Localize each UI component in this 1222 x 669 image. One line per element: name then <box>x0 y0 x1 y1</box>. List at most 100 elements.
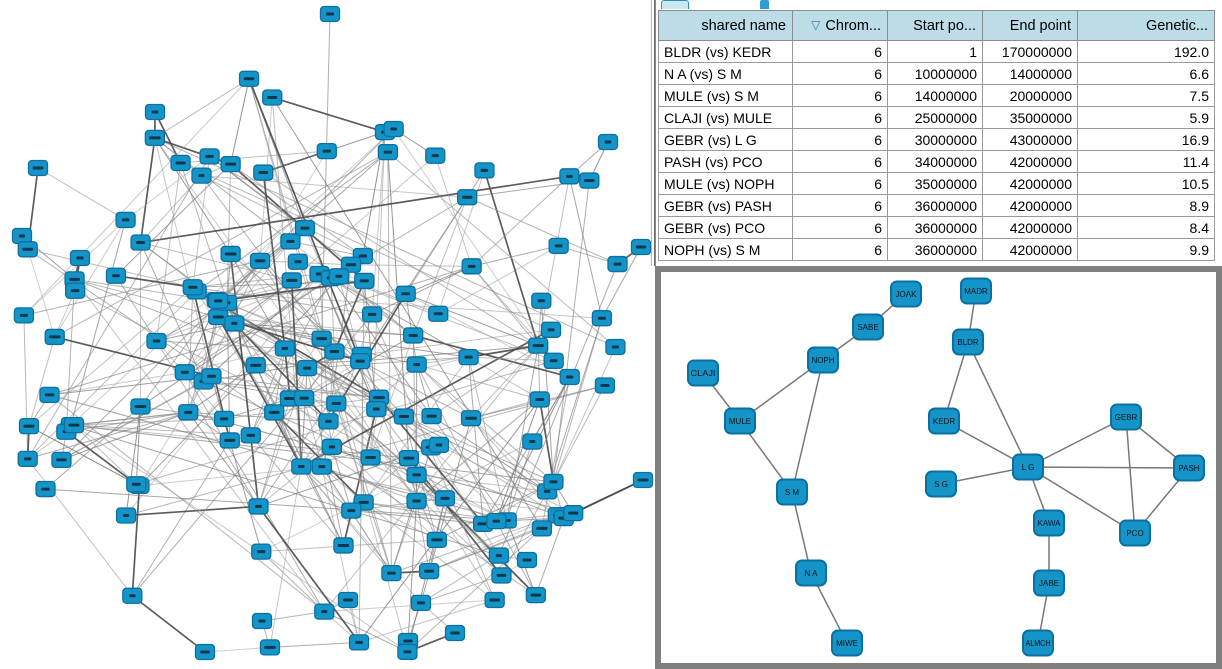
network-node[interactable] <box>274 340 296 357</box>
network-node[interactable] <box>69 249 91 267</box>
network-node[interactable] <box>220 245 241 263</box>
network-edge[interactable] <box>131 595 206 653</box>
network-edge[interactable] <box>471 175 570 267</box>
network-node[interactable] <box>259 639 281 656</box>
network-node[interactable] <box>406 466 427 484</box>
network-edge[interactable] <box>65 279 76 432</box>
network-node[interactable] <box>548 237 569 255</box>
subnetwork-node-sabe[interactable]: SABE <box>852 313 884 341</box>
network-node[interactable] <box>324 343 345 360</box>
network-node[interactable] <box>220 155 241 173</box>
network-edge[interactable] <box>192 286 373 315</box>
subnetwork-node-l-g[interactable]: L G <box>1012 453 1044 481</box>
network-node[interactable] <box>238 70 260 87</box>
network-node[interactable] <box>291 458 312 475</box>
network-edge[interactable] <box>66 411 189 433</box>
network-edge[interactable] <box>321 466 417 502</box>
network-node[interactable] <box>264 404 285 421</box>
network-node[interactable] <box>350 352 371 370</box>
subnetwork-node-kedr[interactable]: KEDR <box>928 407 960 435</box>
network-edge[interactable] <box>471 245 559 267</box>
network-node[interactable] <box>35 480 56 498</box>
network-node[interactable] <box>630 238 652 256</box>
network-node[interactable] <box>51 451 72 469</box>
network-edge[interactable] <box>187 412 259 507</box>
network-edge[interactable] <box>541 376 571 529</box>
network-edge[interactable] <box>218 316 414 336</box>
network-edge[interactable] <box>468 356 554 362</box>
network-edge[interactable] <box>248 78 362 362</box>
network-edge[interactable] <box>54 151 389 338</box>
network-edge[interactable] <box>363 501 438 541</box>
cell-value[interactable]: 6 <box>792 238 888 261</box>
cell-value[interactable]: 35000000 <box>982 106 1078 129</box>
subnetwork-node-s-g[interactable]: S G <box>925 470 957 498</box>
network-edge[interactable] <box>351 510 484 525</box>
cell-shared-name[interactable]: N A (vs) S M <box>658 62 793 85</box>
cell-shared-name[interactable]: NOPH (vs) S M <box>658 238 793 261</box>
network-edge[interactable] <box>139 381 205 487</box>
network-node[interactable] <box>381 564 402 582</box>
network-node[interactable] <box>126 476 147 493</box>
network-edge[interactable] <box>223 397 291 420</box>
network-node[interactable] <box>281 272 302 289</box>
network-node[interactable] <box>559 168 580 185</box>
network-edge[interactable] <box>391 514 558 574</box>
network-node[interactable] <box>337 591 359 609</box>
cell-value[interactable]: 16.9 <box>1077 128 1215 151</box>
network-node[interactable] <box>296 359 318 377</box>
network-node[interactable] <box>219 432 240 449</box>
subnetwork-node-n-a[interactable]: N A <box>795 559 827 587</box>
network-node[interactable] <box>280 233 301 250</box>
network-node[interactable] <box>39 386 60 404</box>
network-edge[interactable] <box>468 356 540 400</box>
network-edge[interactable] <box>273 348 286 413</box>
network-edge[interactable] <box>255 365 344 546</box>
network-edge[interactable] <box>413 334 570 378</box>
network-edge[interactable] <box>482 376 571 525</box>
network-node[interactable] <box>457 189 478 206</box>
network-edge[interactable] <box>506 441 533 521</box>
network-node[interactable] <box>428 305 449 322</box>
network-node[interactable] <box>377 143 399 161</box>
network-node[interactable] <box>213 410 235 428</box>
network-edge[interactable] <box>363 356 470 503</box>
network-edge[interactable] <box>131 314 373 597</box>
cell-shared-name[interactable]: GEBR (vs) L G <box>658 128 793 151</box>
network-edge[interactable] <box>23 219 126 316</box>
subnetwork-node-noph[interactable]: NOPH <box>807 346 839 374</box>
network-node[interactable] <box>240 427 261 444</box>
network-node[interactable] <box>488 547 510 564</box>
network-edge[interactable] <box>416 441 533 502</box>
subnetwork-edge-bldr-l-g[interactable] <box>967 341 1029 468</box>
cell-shared-name[interactable]: CLAJI (vs) MULE <box>658 106 793 129</box>
network-node[interactable] <box>249 252 271 270</box>
cell-value[interactable]: 42000000 <box>982 216 1078 239</box>
cell-value[interactable]: 6 <box>792 106 888 129</box>
network-edge[interactable] <box>601 246 642 319</box>
subnetwork-edge-l-g-pco[interactable] <box>1027 466 1136 534</box>
network-edge[interactable] <box>131 485 141 596</box>
network-edge[interactable] <box>226 164 232 303</box>
network-edge[interactable] <box>300 466 422 604</box>
network-edge[interactable] <box>224 397 380 420</box>
network-edge[interactable] <box>403 416 554 483</box>
network-node[interactable] <box>354 272 375 290</box>
network-edge[interactable] <box>61 411 189 461</box>
cell-value[interactable]: 42000000 <box>982 238 1078 261</box>
network-node[interactable] <box>182 279 203 296</box>
cell-value[interactable]: 1 <box>887 40 983 63</box>
table-row[interactable]: GEBR (vs) PCO 6 36000000 42000000 8.4 <box>658 216 1215 239</box>
network-node[interactable] <box>174 364 195 381</box>
cell-value[interactable]: 42000000 <box>982 194 1078 217</box>
network-node[interactable] <box>44 328 65 346</box>
table-row[interactable]: NOPH (vs) S M 6 36000000 42000000 9.9 <box>658 238 1215 261</box>
filter-funnel-icon[interactable]: ▽ <box>811 17 821 32</box>
network-node[interactable] <box>18 418 40 435</box>
network-edge[interactable] <box>27 291 198 460</box>
network-node[interactable] <box>248 498 269 515</box>
subnetwork-node-claji[interactable]: CLAJI <box>687 359 719 387</box>
network-edge[interactable] <box>363 501 495 601</box>
network-edge[interactable] <box>230 78 250 165</box>
network-node[interactable] <box>333 537 354 554</box>
